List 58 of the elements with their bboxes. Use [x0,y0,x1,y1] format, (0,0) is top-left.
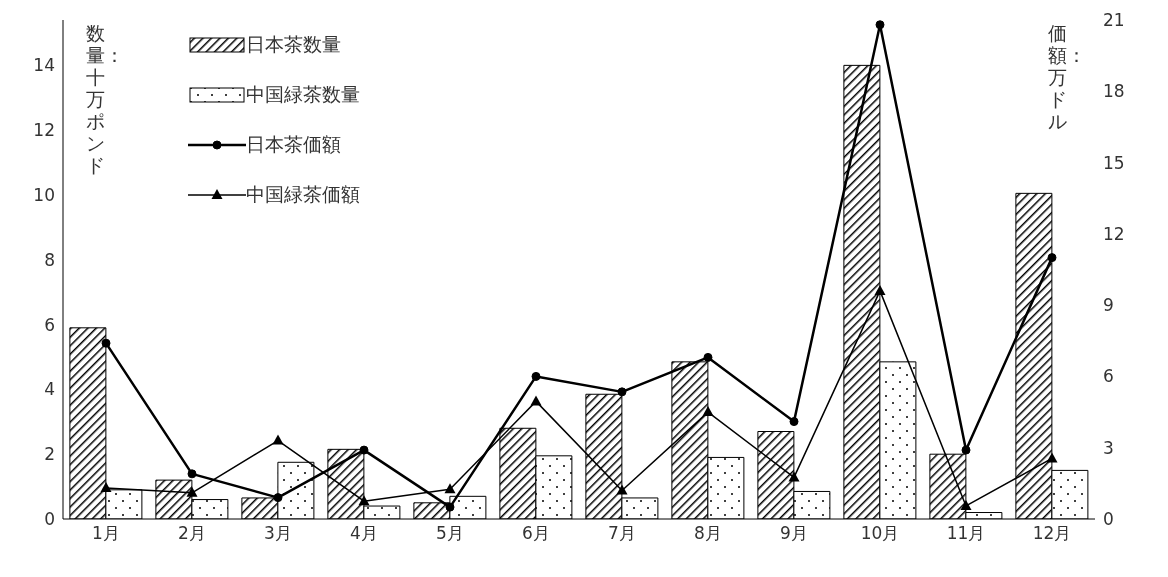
y2-tick-label: 18 [1103,81,1125,102]
y2-tick-label: 21 [1103,10,1125,31]
y-tick-label: 10 [33,185,55,206]
x-tick-label: 11月 [946,523,986,544]
x-tick-label: 8月 [694,523,722,544]
y-tick-label: 14 [33,55,55,76]
x-tick-label: 12月 [1032,523,1072,544]
point [530,395,542,406]
point [359,445,369,455]
x-tick-label: 10月 [860,523,900,544]
point [100,482,112,493]
legend-label: 日本茶価額 [246,132,341,157]
point [186,486,198,497]
y2-tick-label: 9 [1103,295,1114,316]
point [617,387,627,397]
point [874,284,886,295]
x-tick-label: 5月 [436,523,464,544]
point [445,502,455,512]
x-tick-label: 9月 [780,523,808,544]
y2-tick-label: 6 [1103,366,1114,387]
point [616,484,628,495]
y-tick-label: 4 [44,379,55,400]
point [187,469,197,479]
point [702,406,714,417]
point [272,434,284,445]
point [788,471,800,482]
x-tick-label: 3月 [264,523,292,544]
point [961,445,971,455]
y-tick-label: 2 [44,444,55,465]
y2-axis-title: 価額：万ドル [1048,22,1086,132]
point [703,352,713,362]
point [789,417,799,427]
legend-label: 中国緑茶価額 [246,182,360,207]
y2-tick-label: 3 [1103,437,1114,458]
point [531,371,541,381]
point [273,493,283,503]
point [1047,253,1057,263]
point [444,483,456,494]
x-tick-label: 6月 [522,523,550,544]
y2-tick-label: 12 [1103,223,1125,244]
y2-tick-label: 0 [1103,509,1114,530]
x-tick-label: 7月 [608,523,636,544]
y-tick-label: 0 [44,509,55,530]
point [1046,452,1058,463]
point [960,499,972,510]
point [101,338,111,348]
legend-label: 中国緑茶数量 [246,82,360,107]
x-tick-label: 1月 [92,523,120,544]
y-tick-label: 12 [33,120,55,141]
x-tick-label: 4月 [350,523,378,544]
y-tick-label: 8 [44,249,55,270]
y-axis-title: 数量：十万ポンド [86,22,124,176]
y-tick-label: 6 [44,314,55,335]
point [875,20,885,30]
legend-label: 日本茶数量 [246,32,341,57]
point [358,495,370,506]
x-tick-label: 2月 [178,523,206,544]
y2-tick-label: 15 [1103,152,1125,173]
